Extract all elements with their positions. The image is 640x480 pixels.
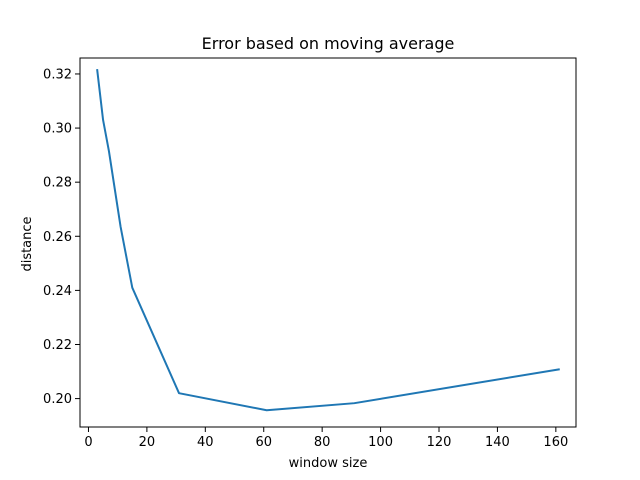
plot-area: 0 20 40 60 80 100 120 140 160 0.20 0.22 0.24 0.26 0.2…	[43, 57, 577, 450]
x-axis-title: window size	[289, 456, 368, 471]
x-tick-label: 40	[197, 435, 214, 450]
y-tick-label: 0.30	[43, 122, 72, 137]
x-tick-label: 100	[368, 435, 393, 450]
y-tick-label: 0.20	[43, 392, 72, 407]
chart-title: Error based on moving average	[202, 34, 455, 53]
x-tick-label: 0	[84, 435, 92, 450]
x-tick-label: 80	[314, 435, 331, 450]
axes-frame	[79, 57, 577, 428]
x-tick-label: 20	[139, 435, 156, 450]
y-axis-title: distance	[20, 216, 35, 271]
y-tick-label: 0.28	[43, 176, 72, 191]
y-tick-label: 0.32	[43, 67, 72, 82]
series-line-0	[96, 69, 560, 412]
x-tick-label: 120	[427, 435, 452, 450]
y-tick-label: 0.22	[43, 338, 72, 353]
x-tick-label: 60	[255, 435, 272, 450]
x-tick-label: 140	[485, 435, 510, 450]
y-tick-label: 0.26	[43, 230, 72, 245]
y-tick-label: 0.24	[43, 284, 72, 299]
x-tick-label: 160	[543, 435, 568, 450]
